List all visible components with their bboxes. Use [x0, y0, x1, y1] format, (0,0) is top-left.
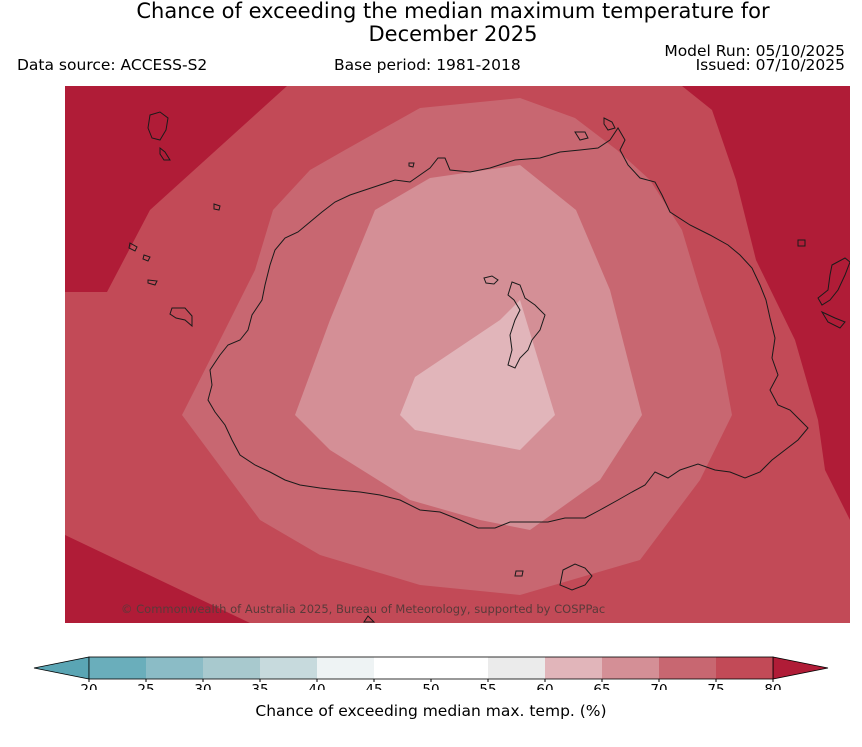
- colorbar-tick-label: 80: [764, 682, 781, 690]
- colorbar-tick-label: 40: [308, 682, 325, 690]
- colorbar-over-extend: [772, 656, 829, 680]
- title-line-2: December 2025: [368, 22, 538, 46]
- islet-e-2: [817, 257, 850, 306]
- islet-s-1: [514, 570, 524, 577]
- map-title: Chance of exceeding the median maximum t…: [0, 0, 862, 46]
- colorbar-tick-label: 20: [80, 682, 97, 690]
- colorbar-label: Chance of exceeding median max. temp. (%…: [255, 702, 607, 720]
- issued-label: Issued: 07/10/2025: [695, 56, 845, 74]
- central-island-coastline: [507, 281, 546, 369]
- islet-s-2: [559, 563, 593, 591]
- colorbar-bin: [602, 657, 659, 679]
- islet-w-5: [169, 307, 193, 328]
- colorbar-bin: [374, 657, 431, 679]
- main-island-coastline: [207, 127, 809, 529]
- zone-60-65: [400, 300, 555, 450]
- colorbar-tick-label: 30: [194, 682, 211, 690]
- islet-e-3: [820, 310, 846, 329]
- colorbar-under-extend: [33, 656, 90, 680]
- islet-s-3: [363, 615, 376, 623]
- data-source-label: Data source: ACCESS-S2: [17, 56, 208, 74]
- islet-e-1: [797, 239, 806, 247]
- colorbar-tick-label: 50: [422, 682, 439, 690]
- colorbar-bin: [146, 657, 203, 679]
- colorbar-tick-label: 70: [650, 682, 667, 690]
- colorbar-tick-label: 35: [251, 682, 268, 690]
- islet-w-1: [213, 203, 221, 211]
- islet-nc-1: [408, 162, 415, 168]
- colorbar-tick-label: 55: [479, 682, 496, 690]
- colorbar-tick-label: 60: [536, 682, 553, 690]
- colorbar-bin: [716, 657, 773, 679]
- model-run-label: Model Run: 05/10/2025: [664, 42, 845, 60]
- colorbar-bin: [488, 657, 545, 679]
- colorbar-tick-label: 75: [707, 682, 724, 690]
- small-islet: [483, 275, 499, 285]
- title-line-1: Chance of exceeding the median maximum t…: [136, 0, 770, 23]
- islet-w-4: [147, 279, 158, 286]
- colorbar-tick-label: 25: [137, 682, 154, 690]
- colorbar-tick-label: 65: [593, 682, 610, 690]
- islet-ne-1: [574, 131, 589, 141]
- islet-nw-1: [147, 111, 169, 141]
- colorbar-bin: [260, 657, 317, 679]
- colorbar-bin: [659, 657, 716, 679]
- colorbar-bin: [89, 657, 146, 679]
- islet-w-3: [142, 254, 151, 262]
- probability-map[interactable]: [65, 86, 850, 623]
- colorbar: 20 25 30 35 40 45 50 55 60 65 70 75 80: [33, 656, 829, 690]
- islet-ne-2: [603, 117, 616, 131]
- colorbar-bin: [317, 657, 374, 679]
- colorbar-tick-label: 45: [365, 682, 382, 690]
- colorbar-bin: [431, 657, 488, 679]
- base-period-label: Base period: 1981-2018: [334, 56, 521, 74]
- islet-w-2: [128, 242, 138, 252]
- islet-nw-2: [159, 146, 171, 161]
- colorbar-bin: [545, 657, 602, 679]
- colorbar-bin: [203, 657, 260, 679]
- copyright-notice: © Commonwealth of Australia 2025, Bureau…: [121, 602, 606, 616]
